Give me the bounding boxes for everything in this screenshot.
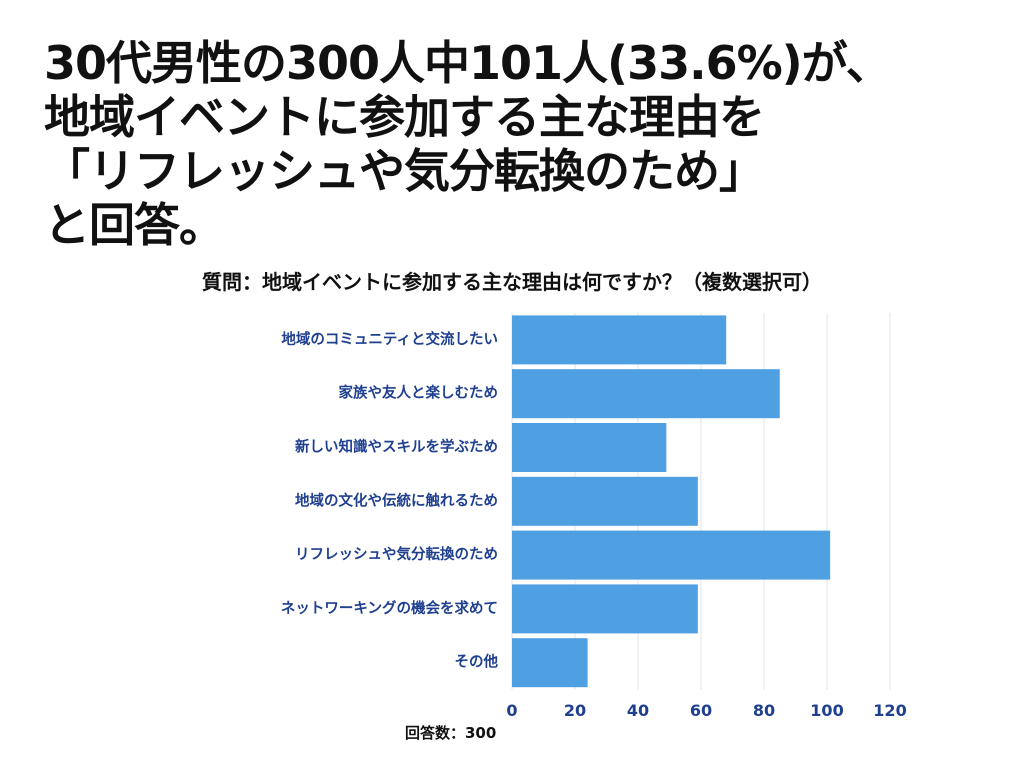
bar-1 [512, 369, 780, 419]
x-tick-label-5: 100 [810, 701, 843, 720]
headline: 30代男性の300人中101人(33.6%)が、 地域イベントに参加する主な理由… [44, 36, 994, 252]
bar-0 [512, 315, 727, 365]
x-tick-label-0: 0 [506, 701, 517, 720]
category-labels: 地域のコミュニティと交流したい家族や友人と楽しむため新しい知識やスキルを学ぶため… [281, 330, 499, 671]
x-tick-label-6: 120 [873, 701, 906, 720]
category-label-3: 地域の文化や伝統に触れるため [295, 491, 498, 509]
category-label-5: ネットワーキングの機会を求めて [281, 599, 498, 617]
chart-title: 質問：地域イベントに参加する主な理由は何ですか？（複数選択可） [202, 270, 822, 294]
bar-6 [512, 638, 588, 688]
headline-line-1: 30代男性の300人中101人(33.6%)が、 [44, 36, 892, 90]
headline-line-4: と回答。 [44, 198, 225, 252]
x-tick-label-1: 20 [564, 701, 586, 720]
response-count: 回答数：300 [405, 724, 497, 742]
headline-line-2: 地域イベントに参加する主な理由を [44, 90, 765, 144]
x-tick-label-3: 60 [690, 701, 712, 720]
bar-3 [512, 476, 698, 526]
bars [512, 315, 831, 688]
x-tick-label-4: 80 [753, 701, 775, 720]
x-axis-tick-labels: 0 20 40 60 80 100 120 [506, 701, 906, 720]
bar-2 [512, 423, 667, 472]
x-tick-label-2: 40 [627, 701, 649, 720]
headline-line-3: 「リフレッシュや気分転換のため」 [44, 144, 765, 198]
category-label-6: その他 [455, 653, 499, 671]
bar-4 [512, 530, 831, 580]
category-label-0: 地域のコミュニティと交流したい [281, 330, 498, 348]
bar-5 [512, 584, 698, 634]
category-label-1: 家族や友人と楽しむため [339, 384, 499, 402]
category-label-2: 新しい知識やスキルを学ぶため [295, 438, 498, 456]
category-label-4: リフレッシュや気分転換のため [295, 545, 498, 563]
